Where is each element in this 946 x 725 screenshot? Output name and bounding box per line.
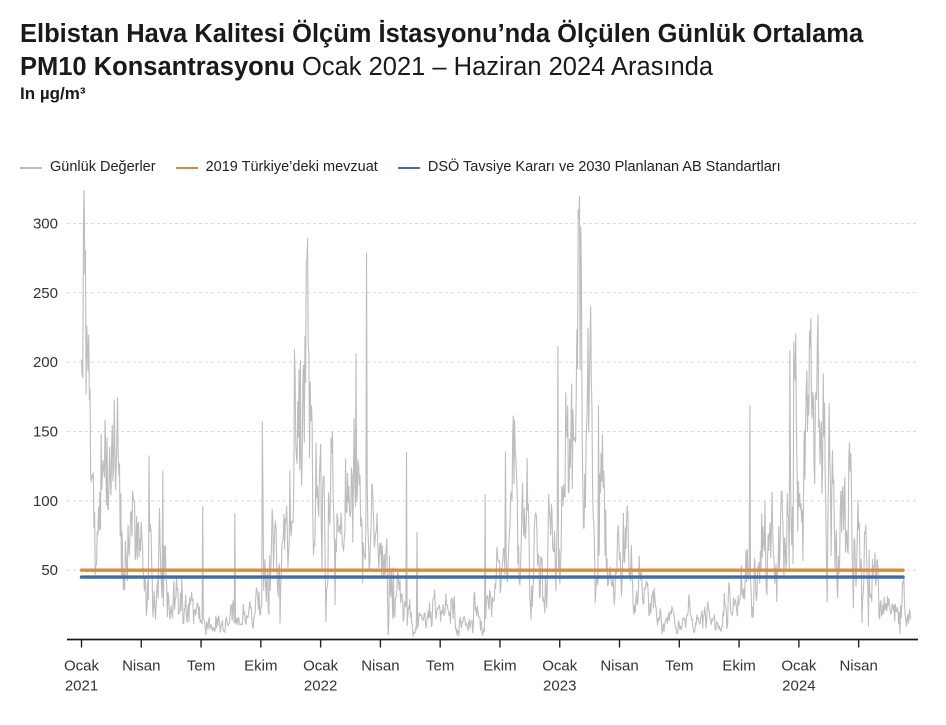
- svg-text:150: 150: [33, 423, 58, 440]
- svg-text:Nisan: Nisan: [600, 658, 638, 675]
- svg-text:Nisan: Nisan: [122, 658, 160, 675]
- svg-text:Ekim: Ekim: [244, 658, 277, 675]
- svg-text:Ocak: Ocak: [781, 658, 817, 675]
- svg-text:300: 300: [33, 215, 58, 232]
- svg-text:Tem: Tem: [426, 658, 454, 675]
- svg-text:Ocak: Ocak: [542, 658, 578, 675]
- svg-text:Ocak: Ocak: [303, 658, 339, 675]
- svg-text:250: 250: [33, 285, 58, 302]
- svg-text:100: 100: [33, 493, 58, 510]
- svg-text:Nisan: Nisan: [839, 658, 877, 675]
- svg-text:2024: 2024: [782, 678, 815, 695]
- svg-text:50: 50: [41, 562, 58, 579]
- svg-text:Ekim: Ekim: [483, 658, 516, 675]
- svg-text:2023: 2023: [543, 678, 576, 695]
- svg-text:2022: 2022: [304, 678, 337, 695]
- svg-text:Ekim: Ekim: [722, 658, 755, 675]
- svg-text:Tem: Tem: [665, 658, 693, 675]
- svg-text:Ocak: Ocak: [64, 658, 100, 675]
- svg-text:Nisan: Nisan: [361, 658, 399, 675]
- svg-text:2021: 2021: [65, 678, 98, 695]
- svg-text:200: 200: [33, 354, 58, 371]
- svg-text:Tem: Tem: [187, 658, 215, 675]
